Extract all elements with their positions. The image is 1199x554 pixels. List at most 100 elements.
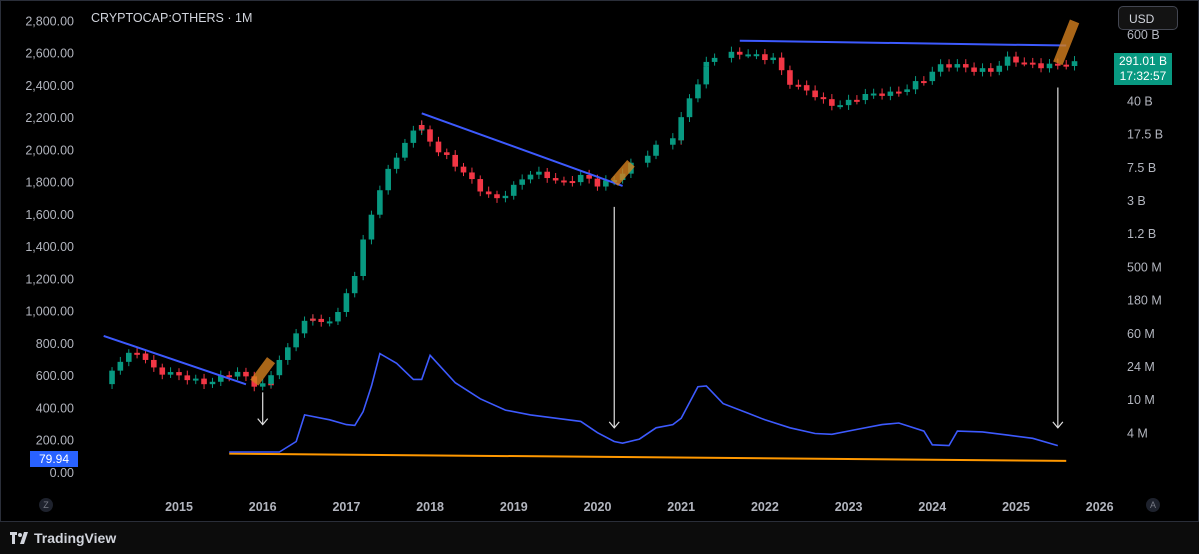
bar-countdown: 17:32:57 (1119, 69, 1167, 83)
candle-body (510, 184, 517, 196)
candle-body (184, 375, 191, 381)
auto-zoom-button[interactable]: Z (39, 498, 53, 512)
candle-body (862, 94, 869, 101)
candle-body (502, 195, 509, 199)
candle-body (921, 81, 927, 84)
right-axis-tick-label: 40 B (1127, 94, 1153, 108)
candle-body (820, 97, 827, 100)
candle-body (234, 371, 241, 377)
x-axis-tick-label: 2026 (1086, 500, 1114, 514)
candle-body (519, 179, 525, 185)
tradingview-logo[interactable]: TradingView (10, 530, 116, 546)
candle-body (443, 152, 450, 155)
candle-body (209, 381, 216, 385)
candle-body (552, 178, 559, 181)
candle-body (217, 375, 224, 382)
candle-body (695, 84, 701, 99)
candle-body (310, 318, 316, 321)
candle-body (393, 157, 400, 169)
candle-body (268, 375, 274, 384)
candle-body (770, 57, 776, 61)
candle-body (226, 375, 233, 378)
candle-body (1004, 56, 1011, 66)
candle-body (812, 90, 818, 98)
candle-body (954, 64, 961, 68)
candle-body (343, 293, 350, 312)
candle-body (351, 275, 358, 294)
candle-body (427, 129, 433, 142)
arrow-head (608, 421, 620, 429)
candle-body (176, 372, 182, 376)
candle-body (276, 359, 283, 376)
candle-body (803, 85, 810, 91)
x-axis-tick-label: 2020 (584, 500, 612, 514)
chart-frame: 2,800.00 2,600.00 2,400.00 2,200.00 2,000.00… (0, 0, 1199, 522)
right-axis-tick-label: 180 M (1127, 294, 1162, 308)
candle-body (477, 179, 484, 192)
x-axis-tick-label: 2019 (500, 500, 528, 514)
candle-body (962, 64, 969, 68)
candle-body (904, 89, 910, 92)
last-price-value: 291.01 B (1118, 54, 1168, 68)
x-axis-tick-label: 2016 (249, 500, 277, 514)
candle-body (644, 155, 651, 163)
y-axis-tick-label: 2,600.00 (25, 47, 74, 61)
price-chart[interactable]: 2,800.00 2,600.00 2,400.00 2,200.00 2,000.00… (1, 1, 1199, 523)
right-axis-tick-label: 60 M (1127, 327, 1155, 341)
candle-body (326, 321, 333, 324)
candle-body (201, 378, 207, 385)
candle-body (787, 70, 793, 85)
candle-body (979, 68, 986, 72)
trendline (739, 39, 1067, 47)
candle-body (368, 214, 375, 240)
candle-body (569, 181, 576, 184)
y-axis-tick-label: 2,200.00 (25, 111, 74, 125)
x-axis-tick-label: 2018 (416, 500, 444, 514)
candle-body (435, 141, 442, 153)
y-axis-tick-label: 2,800.00 (25, 14, 74, 28)
candle-body (117, 361, 124, 371)
y-axis-tick-label: 1,400.00 (25, 240, 74, 254)
candle-body (1021, 62, 1028, 65)
candle-body (728, 51, 735, 58)
candle-body (703, 66, 710, 85)
candle-body (544, 171, 551, 179)
candle-body (845, 99, 852, 106)
symbol-title: CRYPTOCAP:OTHERS · 1M (91, 11, 252, 25)
right-axis-tick-label: 500 M (1127, 260, 1162, 274)
candle-body (778, 57, 785, 71)
right-axis-tick-label: 3 B (1127, 194, 1146, 208)
candle-body (711, 57, 718, 62)
candle-body (678, 117, 684, 141)
right-axis-tick-label: 10 M (1127, 393, 1155, 407)
candle-body (1013, 56, 1019, 63)
x-axis-tick-label: 2024 (918, 500, 946, 514)
y-axis-tick-label: 2,000.00 (25, 143, 74, 157)
breakout-highlight (1053, 19, 1080, 66)
candle-body (988, 68, 994, 72)
candle-body (929, 71, 936, 82)
breakout-highlight (250, 357, 276, 386)
y-axis-tick-label: 2,400.00 (25, 79, 74, 93)
candle-body (377, 190, 383, 215)
candle-body (1046, 63, 1053, 69)
candle-body (971, 67, 977, 72)
baseline-trendline (229, 452, 1067, 462)
candle-body (870, 93, 877, 96)
candle-body (318, 318, 325, 323)
auto-scale-button[interactable]: A (1146, 498, 1160, 512)
x-axis-tick-label: 2025 (1002, 500, 1030, 514)
y-axis-tick-label: 1,200.00 (25, 272, 74, 286)
candle-body (594, 178, 601, 187)
candle-body (837, 105, 843, 108)
candle-body (410, 130, 417, 143)
candle-body (854, 99, 860, 102)
candle-body (285, 347, 291, 360)
candle-body (653, 144, 659, 156)
y-axis-tick-label: 400.00 (36, 401, 74, 415)
candle-body (159, 367, 166, 375)
currency-button[interactable]: USD (1118, 6, 1178, 30)
candle-body (577, 174, 584, 183)
oscillator-line (229, 352, 1059, 453)
arrow-head (1052, 421, 1064, 429)
